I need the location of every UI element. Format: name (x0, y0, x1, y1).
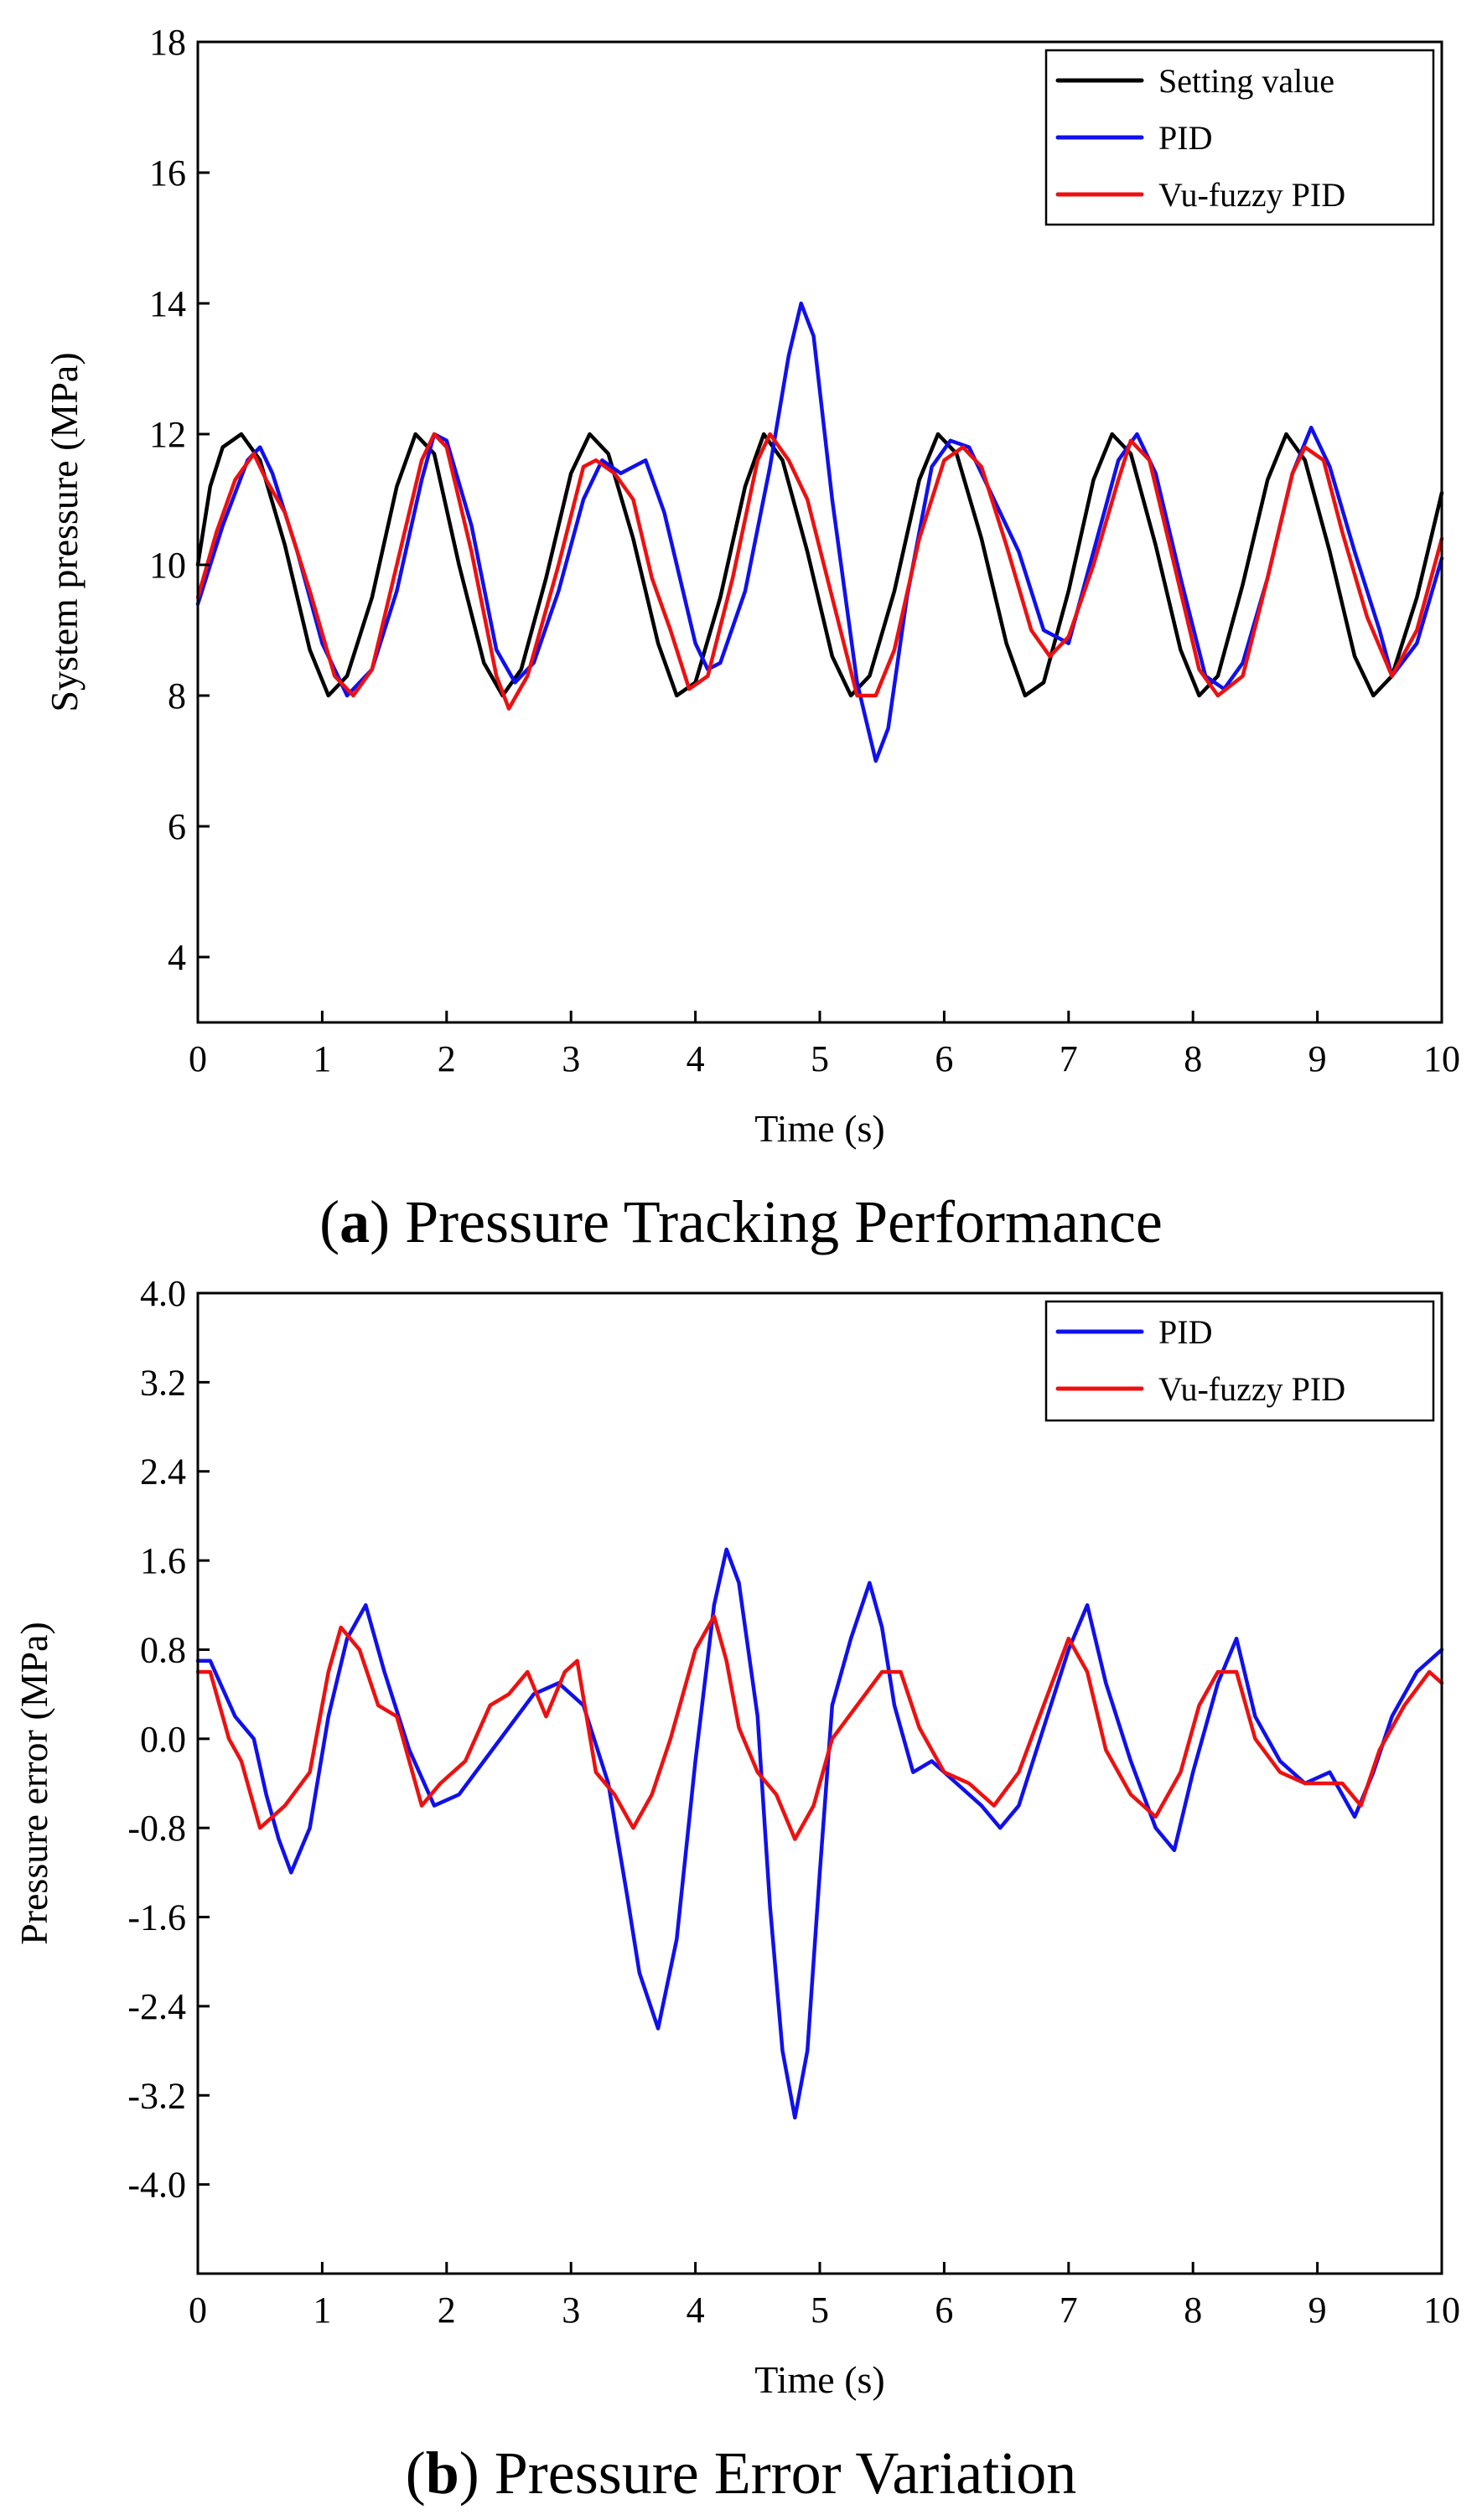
panel-b-x-tick-label: 9 (1308, 2290, 1327, 2331)
panel-a-caption: (a) Pressure Tracking Performance (319, 1188, 1163, 1255)
panel-b-legend-label-fuzzy: Vu-fuzzy PID (1158, 1370, 1345, 1408)
panel-a-legend-label-fuzzy: Vu-fuzzy PID (1158, 176, 1345, 214)
panel-a-x-tick-label: 9 (1308, 1038, 1327, 1079)
panel-a-caption-space (390, 1188, 405, 1255)
panel-b-plot-lines (195, 1547, 1444, 2120)
panel-a-y-tick-label: 14 (149, 283, 186, 324)
panel-a-x-tick-label: 7 (1060, 1038, 1078, 1079)
panel-b-x-axis-title: Time (s) (754, 2358, 885, 2401)
panel-b-y-axis-title: Pressure error (MPa) (13, 1622, 55, 1945)
panel-b-caption-text: Pressure Error Variation (495, 2440, 1076, 2507)
panel-b-x-tick-label: 10 (1423, 2290, 1460, 2331)
panel-b-y-tick-label: -0.8 (127, 1808, 186, 1849)
panel-a-x-tick-label: 4 (687, 1038, 705, 1079)
panel-b-x-tick-label: 2 (438, 2290, 456, 2331)
panel-b-y-tick-label: 0.0 (140, 1719, 186, 1760)
panel-a-x-tick-label: 2 (438, 1038, 456, 1079)
panel-b-caption-space (479, 2440, 495, 2507)
panel-b-y-tick-label: 1.6 (140, 1540, 186, 1581)
panel-a-plot-lines (195, 301, 1444, 763)
panel-b-x-tick-label: 8 (1184, 2290, 1202, 2331)
panel-b-x-tick-label: 4 (687, 2290, 705, 2331)
panel-a-x-axis: 0 1 2 3 4 5 6 7 8 9 10 (189, 1011, 1460, 1079)
panel-a-x-tick-label: 10 (1423, 1038, 1460, 1079)
panel-b-x-tick-label: 1 (313, 2290, 331, 2331)
panel-a-series-fuzzy (195, 432, 1444, 711)
panel-a-legend: Setting value PID Vu-fuzzy PID (1044, 49, 1435, 226)
panel-b-y-tick-label: 3.2 (140, 1362, 186, 1403)
panel-b-y-tick-label: -4.0 (127, 2165, 186, 2206)
panel-b-caption: (b) Pressure Error Variation (406, 2440, 1077, 2507)
panel-b-series-pid (195, 1547, 1444, 2120)
panel-b-y-axis: 4.0 3.2 2.4 1.6 0.8 0.0 -0.8 -1.6 -2.4 -3.2 -4.0 (127, 1273, 210, 2206)
panel-b-x-tick-label: 7 (1060, 2290, 1078, 2331)
panel-b-y-tick-label: -2.4 (127, 1986, 186, 2027)
panel-a-y-tick-label: 12 (149, 414, 186, 455)
panel-a-x-tick-label: 6 (935, 1038, 953, 1079)
panel-a-caption-letter: a (339, 1188, 370, 1255)
panel-b-legend-label-pid: PID (1158, 1313, 1212, 1351)
panel-b-y-tick-label: -3.2 (127, 2075, 186, 2116)
panel-b-y-tick-label: 2.4 (140, 1451, 186, 1493)
panel-b-legend: PID Vu-fuzzy PID (1044, 1300, 1435, 1422)
panel-b-legend-box (1044, 1300, 1435, 1422)
panel-a-x-tick-label: 5 (811, 1038, 829, 1079)
panel-a-y-tick-label: 6 (168, 806, 186, 847)
panel-b-series-fuzzy (195, 1614, 1444, 1841)
panel-a-y-axis: 4 6 8 10 12 14 16 18 (149, 22, 210, 978)
panel-a-legend-label-setting: Setting value (1158, 62, 1334, 100)
panel-b: 0 1 2 3 4 5 6 7 8 9 10 4.0 3.2 2.4 1.6 0.8 0.0 -0.8 -1.6 -… (13, 1273, 1460, 2507)
panel-a-y-tick-label: 8 (168, 675, 186, 717)
panel-b-x-axis: 0 1 2 3 4 5 6 7 8 9 10 (189, 2262, 1460, 2331)
panel-a-x-tick-label: 8 (1184, 1038, 1202, 1079)
panel-a-x-tick-label: 3 (562, 1038, 580, 1079)
panel-b-x-tick-label: 6 (935, 2290, 953, 2331)
panel-a-x-tick-label: 1 (313, 1038, 331, 1079)
panel-a-y-tick-label: 18 (149, 22, 186, 63)
panel-a-y-tick-label: 10 (149, 545, 186, 586)
panel-b-y-tick-label: 4.0 (140, 1273, 186, 1314)
panel-a-y-tick-label: 4 (168, 937, 186, 978)
panel-a-legend-label-pid: PID (1158, 119, 1212, 157)
panel-b-x-tick-label: 3 (562, 2290, 580, 2331)
panel-a-x-axis-title: Time (s) (754, 1107, 885, 1150)
panel-a-y-axis-title: System pressure (MPa) (43, 352, 86, 711)
panel-b-x-tick-label: 0 (189, 2290, 207, 2331)
panel-a-caption-text: Pressure Tracking Performance (405, 1188, 1163, 1255)
panel-b-y-tick-label: 0.8 (140, 1629, 186, 1670)
panel-b-y-tick-label: -1.6 (127, 1897, 186, 1938)
panel-b-x-tick-label: 5 (811, 2290, 829, 2331)
panel-b-caption-letter: b (426, 2440, 459, 2507)
panel-a-y-tick-label: 16 (149, 153, 186, 194)
panel-a-series-setting (195, 432, 1444, 698)
panel-a-x-tick-label: 0 (189, 1038, 207, 1079)
